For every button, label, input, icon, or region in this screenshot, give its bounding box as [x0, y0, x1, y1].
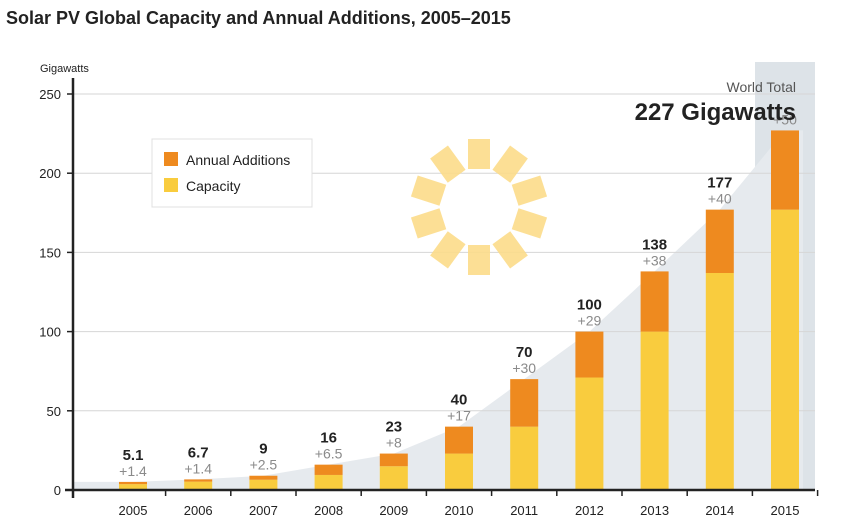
y-tick-label-100: 100: [39, 325, 61, 340]
bar-annual-additions-2011: [510, 379, 539, 427]
sun-icon: [410, 139, 548, 275]
bar-annual-additions-2008: [314, 464, 343, 475]
data-labels: +1.45.1+1.46.7+2.59 +6.516 +823+1740+3070+…: [119, 111, 797, 478]
total-label-2010: 40: [451, 392, 468, 409]
sun-ray: [492, 145, 528, 183]
sun-ray: [511, 208, 548, 239]
total-label-2011: 70: [516, 344, 533, 361]
x-tick-label-2008: 2008: [314, 503, 343, 518]
bar-annual-additions-2006: [184, 479, 213, 482]
bar-capacity-2010: [445, 453, 473, 490]
addition-label-2011: +30: [512, 360, 536, 376]
x-tick-label-2014: 2014: [705, 503, 734, 518]
world-total-caption: World Total: [726, 79, 796, 95]
x-tick-label-2007: 2007: [249, 503, 278, 518]
x-tick-label-2011: 2011: [510, 503, 538, 518]
x-tick-label-2005: 2005: [119, 503, 148, 518]
bar-annual-additions-2015: [771, 130, 799, 210]
total-label-2013: 138: [642, 236, 667, 253]
bar-capacity-2013: [640, 331, 669, 490]
bar-annual-additions-2010: [445, 426, 473, 454]
sun-ray: [430, 145, 466, 183]
total-label-2012: 100: [577, 297, 602, 314]
bar-capacity-2012: [575, 377, 604, 490]
total-label-2008: 16: [320, 430, 337, 447]
world-total-value: 227 Gigawatts: [635, 99, 796, 126]
legend-swatch-capacity: [164, 178, 178, 192]
sun-ray: [410, 175, 447, 206]
sun-ray: [492, 231, 528, 269]
bar-capacity-2011: [510, 426, 539, 490]
bar-annual-additions-2012: [575, 331, 604, 378]
bar-capacity-2015: [771, 209, 799, 490]
y-tick-label-200: 200: [39, 166, 61, 181]
bar-annual-additions-2009: [379, 453, 408, 467]
bar-annual-additions-2007: [249, 475, 278, 480]
bar-capacity-2014: [705, 272, 734, 490]
sun-ray: [511, 175, 548, 206]
addition-label-2006: +1.4: [184, 460, 212, 476]
sun-ray: [468, 139, 490, 169]
addition-label-2015: +50: [773, 111, 797, 127]
addition-label-2014: +40: [708, 191, 732, 207]
addition-label-2009: +8: [386, 435, 402, 451]
addition-label-2007: +2.5: [250, 457, 278, 473]
bar-annual-additions-2013: [640, 271, 669, 332]
bar-capacity-2007: [249, 479, 278, 490]
axes: 0 50 100 150 200 250 2005 2006 2007 2008 2009 2010 2…: [39, 78, 819, 518]
sun-ray: [430, 231, 466, 269]
addition-label-2013: +38: [643, 252, 667, 268]
legend-label-capacity: Capacity: [186, 178, 240, 194]
y-axis-label: Gigawatts: [40, 63, 89, 75]
legend-swatch-annual-additions: [164, 152, 178, 166]
bar-capacity-2008: [314, 474, 343, 490]
y-tick-label-150: 150: [39, 245, 61, 260]
total-label-2009: 23: [385, 419, 402, 436]
addition-label-2005: +1.4: [119, 463, 147, 479]
y-tick-label-50: 50: [47, 404, 61, 419]
addition-label-2010: +17: [447, 408, 471, 424]
x-tick-label-2012: 2012: [575, 503, 604, 518]
bar-annual-additions-2005: [119, 481, 147, 485]
chart-title: Solar PV Global Capacity and Annual Addi…: [6, 8, 511, 28]
total-label-2005: 5.1: [123, 447, 144, 464]
legend-box: [151, 138, 313, 208]
x-tick-label-2013: 2013: [640, 503, 669, 518]
bar-annual-additions-2014: [705, 209, 734, 273]
x-tick-label-2009: 2009: [379, 503, 408, 518]
total-label-2007: 9: [259, 441, 267, 458]
sun-ray: [468, 245, 490, 275]
x-tick-label-2006: 2006: [184, 503, 213, 518]
sun-ray: [410, 208, 447, 239]
x-tick-label-2010: 2010: [445, 503, 474, 518]
legend: Annual Additions Capacity: [151, 138, 313, 208]
y-tick-label-250: 250: [39, 87, 61, 102]
bar-capacity-2009: [379, 466, 408, 490]
addition-label-2012: +29: [578, 313, 602, 329]
total-label-2014: 177: [707, 175, 732, 192]
bars: [119, 130, 799, 490]
bar-capacity-2005: [119, 484, 147, 490]
legend-label-annual-additions: Annual Additions: [186, 152, 290, 168]
total-label-2006: 6.7: [188, 444, 209, 461]
addition-label-2008: +6.5: [315, 446, 343, 462]
bar-capacity-2006: [184, 481, 213, 490]
y-tick-label-0: 0: [54, 483, 61, 498]
x-tick-label-2015: 2015: [771, 503, 800, 518]
capacity-area: [73, 130, 803, 490]
